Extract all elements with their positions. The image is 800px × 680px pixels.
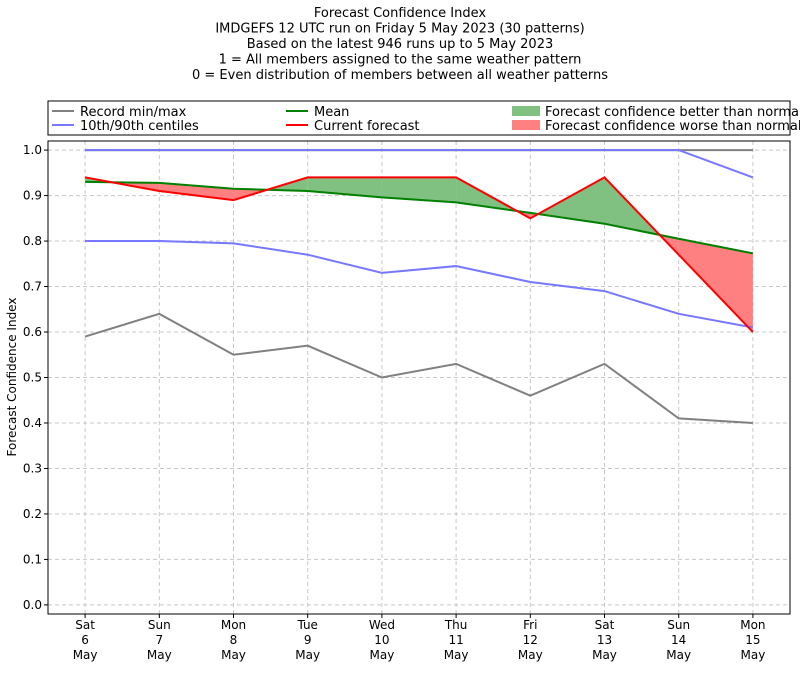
y-tick-label: 1.0 (23, 143, 42, 157)
x-tick-label: Sat (75, 618, 95, 632)
x-tick-label: 10 (374, 633, 389, 647)
x-tick-label: Tue (296, 618, 318, 632)
x-tick-label: May (518, 648, 543, 662)
y-tick-label: 0.7 (23, 280, 42, 294)
x-tick-label: May (221, 648, 246, 662)
x-tick-label: 14 (671, 633, 686, 647)
fill-worse (678, 238, 753, 333)
x-tick-label: May (666, 648, 691, 662)
x-tick-label: 7 (155, 633, 163, 647)
y-tick-label: 0.2 (23, 507, 42, 521)
x-tick-label: Sun (148, 618, 171, 632)
fill-worse (159, 182, 234, 201)
legend-label: Record min/max (80, 105, 187, 120)
centile-90-line (85, 149, 754, 179)
chart-title-line: Forecast Confidence Index (314, 6, 486, 21)
x-tick-label: Thu (444, 618, 468, 632)
legend-swatch (512, 120, 540, 130)
y-tick-label: 0.0 (23, 598, 42, 612)
x-tick-label: 15 (745, 633, 760, 647)
x-tick-label: Fri (523, 618, 537, 632)
x-tick-label: May (592, 648, 617, 662)
chart-title-line: Based on the latest 946 runs up to 5 May… (247, 37, 553, 52)
x-tick-label: Mon (740, 618, 765, 632)
legend-label: Forecast confidence worse than normal (545, 119, 800, 134)
y-axis-label: Forecast Confidence Index (5, 298, 19, 457)
x-tick-label: 6 (81, 633, 89, 647)
y-tick-label: 0.9 (23, 189, 42, 203)
y-tick-label: 0.5 (23, 371, 42, 385)
y-tick-label: 0.6 (23, 325, 42, 339)
x-tick-label: 11 (448, 633, 463, 647)
legend-box (47, 100, 791, 136)
y-tick-label: 0.8 (23, 234, 42, 248)
chart-title-line: 0 = Even distribution of members between… (192, 68, 608, 83)
y-tick-label: 0.4 (23, 416, 42, 430)
centile-10-line (85, 240, 754, 329)
y-tick-label: 0.1 (23, 552, 42, 566)
x-tick-label: May (369, 648, 394, 662)
x-tick-label: May (740, 648, 765, 662)
current-forecast-line (84, 176, 754, 333)
fill-better (538, 177, 605, 224)
record-min-line (84, 312, 753, 424)
x-tick-label: May (295, 648, 320, 662)
fill-better (381, 177, 457, 203)
x-tick-label: 13 (597, 633, 612, 647)
y-tick-label: 0.3 (23, 461, 42, 475)
x-tick-label: Sun (667, 618, 690, 632)
x-tick-label: 12 (523, 633, 538, 647)
x-tick-label: May (147, 648, 172, 662)
x-tick-label: May (444, 648, 469, 662)
x-tick-label: Mon (221, 618, 246, 632)
x-tick-label: May (73, 648, 98, 662)
legend-label: Forecast confidence better than normal (545, 105, 800, 120)
legend-label: Mean (314, 105, 349, 120)
chart-title-line: 1 = All members assigned to the same wea… (219, 53, 582, 68)
x-tick-label: Sat (595, 618, 615, 632)
legend-swatch (512, 106, 540, 116)
legend-label: 10th/90th centiles (80, 119, 199, 134)
legend-label: Current forecast (314, 119, 420, 134)
x-tick-label: 9 (304, 633, 312, 647)
x-tick-label: 8 (230, 633, 238, 647)
chart-title-line: IMDGEFS 12 UTC run on Friday 5 May 2023 … (215, 22, 584, 37)
x-tick-label: Wed (369, 618, 395, 632)
mean-line (85, 180, 754, 255)
